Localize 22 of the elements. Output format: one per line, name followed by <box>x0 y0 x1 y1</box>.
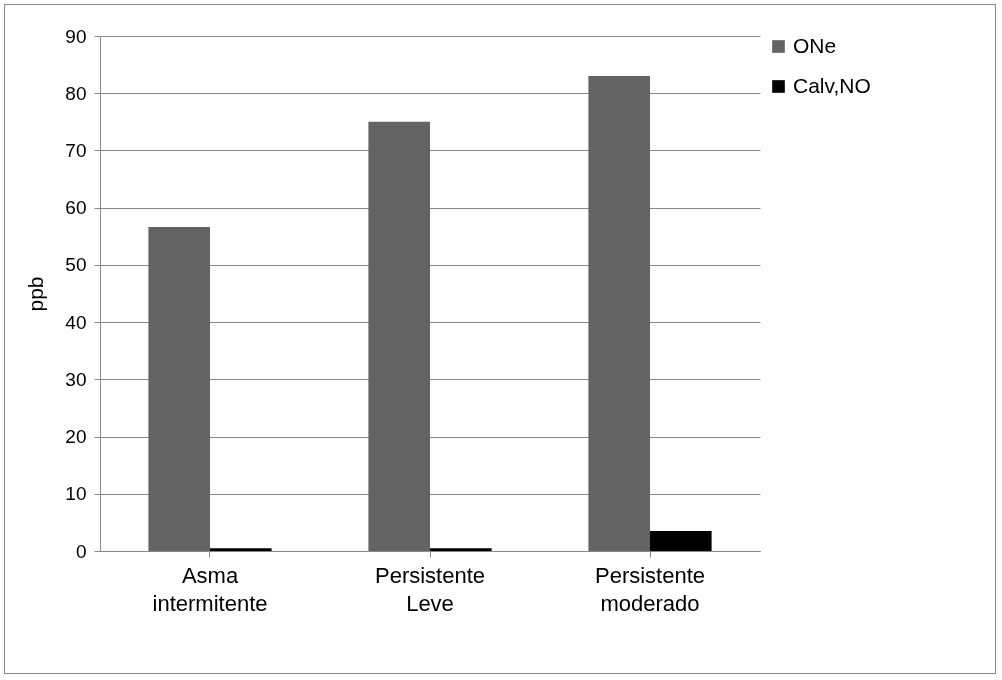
y-tick-label: 60 <box>65 197 87 219</box>
x-tick-label: Persistente Leve <box>374 562 486 616</box>
bar <box>430 548 492 551</box>
y-tick-label: 20 <box>65 426 87 448</box>
y-tick-label: 30 <box>65 368 87 390</box>
x-tick-label: Asma intermitente <box>152 562 268 616</box>
y-tick-label: 90 <box>65 25 87 47</box>
bar <box>210 548 272 551</box>
legend-label: Calv,NO <box>793 73 871 97</box>
bar <box>588 76 650 551</box>
legend-label: ONe <box>793 33 837 57</box>
y-tick-label: 70 <box>65 139 87 161</box>
bar <box>368 121 430 551</box>
y-tick-label: 10 <box>65 483 87 505</box>
bar <box>650 530 712 551</box>
y-tick-label: 0 <box>75 540 87 562</box>
bar <box>148 227 210 551</box>
x-tick-label: Persistente moderado <box>594 562 706 616</box>
y-tick-label: 50 <box>65 254 87 276</box>
y-tick-label: 80 <box>65 82 87 104</box>
y-tick-label: 40 <box>65 311 87 333</box>
y-axis-title: ppb <box>24 276 48 312</box>
